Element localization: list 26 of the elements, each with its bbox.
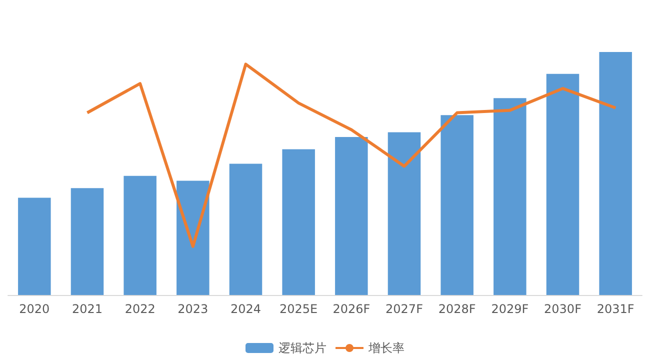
x-tick-label: 2028F: [438, 302, 476, 316]
bar: [282, 149, 315, 295]
x-tick-label: 2023: [178, 302, 208, 316]
bar: [18, 198, 51, 295]
x-tick-label: 2025E: [280, 302, 318, 316]
x-tick-label: 2026F: [332, 302, 370, 316]
x-tick-label: 2022: [124, 302, 156, 316]
x-tick-label: 2027F: [386, 302, 424, 316]
legend-label: 增长率: [368, 341, 404, 355]
x-tick-label: 2031F: [596, 302, 634, 316]
bar: [70, 188, 104, 295]
bar: [599, 52, 632, 295]
bar: [176, 180, 210, 295]
legend-label: 逻辑芯片: [278, 341, 326, 355]
bar: [124, 176, 156, 295]
bar: [335, 137, 368, 295]
bar: [494, 98, 526, 295]
x-tick-label: 2029F: [491, 302, 529, 316]
x-tick-label: 2030F: [544, 302, 582, 316]
bar: [388, 132, 421, 295]
bar: [546, 74, 580, 295]
bar: [440, 115, 474, 295]
bar: [229, 164, 262, 295]
x-tick-label: 2021: [72, 302, 103, 316]
x-tick-label: 2024: [230, 302, 262, 316]
x-tick-label: 2020: [19, 302, 50, 316]
